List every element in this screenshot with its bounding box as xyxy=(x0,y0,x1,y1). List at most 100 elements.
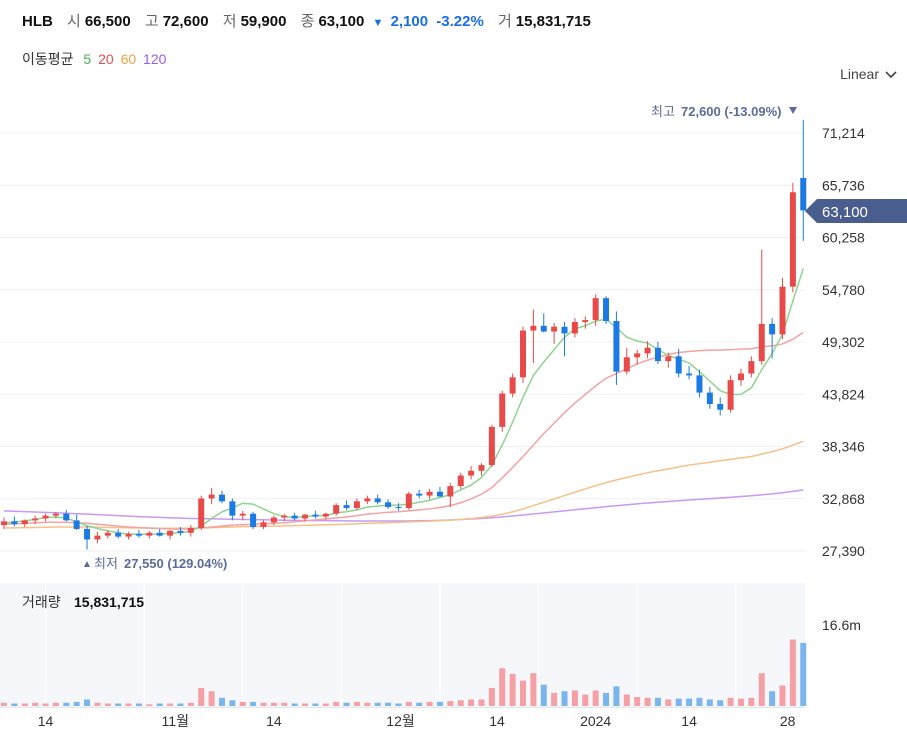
ma-legend-label: 이동평균 xyxy=(22,51,74,67)
ma-60-label[interactable]: 60 xyxy=(120,51,137,67)
candle xyxy=(488,425,495,467)
candle xyxy=(561,321,568,357)
candle-body xyxy=(457,475,464,487)
candle xyxy=(603,296,610,324)
candle-body xyxy=(727,380,734,410)
volume-panel-label: 거래량 xyxy=(22,594,61,610)
ma-5-line xyxy=(3,268,804,535)
volume-bar xyxy=(530,673,537,706)
volume-bar xyxy=(198,687,205,706)
volume-bar xyxy=(312,703,319,706)
low-label: 저 xyxy=(222,13,237,30)
volume-bar xyxy=(167,703,174,706)
candle-body xyxy=(405,493,412,508)
candle xyxy=(364,495,371,505)
x-tick-label: 14 xyxy=(38,713,54,729)
candle-body xyxy=(32,518,39,521)
candle xyxy=(135,529,142,538)
volume-bar xyxy=(665,699,672,706)
ma-5-label[interactable]: 5 xyxy=(83,51,92,67)
candle-body xyxy=(561,326,568,334)
volume-panel-value: 15,831,715 xyxy=(74,594,144,610)
candle-body xyxy=(156,532,163,536)
volume-bar xyxy=(592,690,599,706)
candle-body xyxy=(395,507,402,509)
candle-body xyxy=(789,192,796,287)
volume-bar xyxy=(758,673,765,706)
candle-body xyxy=(281,515,288,518)
volume-bar xyxy=(727,697,734,706)
candle-body xyxy=(592,298,599,321)
candle xyxy=(353,498,360,510)
candle xyxy=(405,491,412,510)
candle-body xyxy=(582,320,589,322)
candle xyxy=(571,318,578,338)
candle xyxy=(156,528,163,537)
ma-120-line xyxy=(3,489,804,522)
open-price: 66,500 xyxy=(84,13,131,30)
close-price: 63,100 xyxy=(318,13,365,30)
candle-body xyxy=(416,493,423,496)
candle xyxy=(717,397,724,416)
candle xyxy=(416,489,423,499)
moving-average-legend: 이동평균 5 20 60 120 xyxy=(22,49,169,69)
volume-bars xyxy=(1,639,807,706)
candle-body xyxy=(623,357,630,372)
candle-body xyxy=(115,532,122,537)
volume-bar xyxy=(603,692,610,706)
candle xyxy=(706,386,713,409)
candle-body xyxy=(509,377,516,394)
candle-body xyxy=(250,513,257,528)
high-label: 고 xyxy=(144,13,159,30)
candle-body xyxy=(696,375,703,393)
candle xyxy=(270,515,277,526)
x-tick-label: 12월 xyxy=(386,713,414,729)
volume-bar xyxy=(644,697,651,706)
volume-bar xyxy=(270,702,277,706)
x-tick-label: 14 xyxy=(489,713,505,729)
candle xyxy=(187,525,194,537)
candle xyxy=(468,466,475,480)
candle xyxy=(789,182,796,293)
candle xyxy=(613,311,620,385)
candle xyxy=(333,503,340,516)
candle-body xyxy=(343,505,350,508)
volume-bar xyxy=(229,700,236,706)
candle xyxy=(686,365,693,380)
candle xyxy=(115,528,122,539)
y-tick-label: 27,390 xyxy=(822,543,865,559)
candle-body xyxy=(218,494,225,502)
candle xyxy=(291,512,298,521)
candle-body xyxy=(717,404,724,410)
candle-body xyxy=(364,498,371,502)
candle-body xyxy=(758,323,765,362)
ma-120-label[interactable]: 120 xyxy=(143,51,167,67)
candle xyxy=(1,517,7,529)
candle-body xyxy=(125,533,132,537)
change-value: 2,100 xyxy=(390,13,429,30)
max-label: 최고 xyxy=(651,104,675,119)
candle-body xyxy=(187,528,194,533)
ma-20-label[interactable]: 20 xyxy=(98,51,114,67)
candle xyxy=(634,349,641,365)
candle xyxy=(654,342,661,364)
volume-bar xyxy=(156,703,163,706)
volume-bar xyxy=(218,697,225,706)
candle-body xyxy=(603,298,610,322)
candle xyxy=(509,373,516,398)
x-tick-label: 2024 xyxy=(580,713,611,729)
volume-bar xyxy=(468,699,475,706)
candle-body xyxy=(385,502,392,508)
candle xyxy=(478,463,485,476)
candle-body xyxy=(800,177,807,211)
candle-body xyxy=(634,353,641,358)
candle xyxy=(125,531,132,540)
scale-toggle-button[interactable]: Linear xyxy=(840,66,897,82)
volume-bar xyxy=(571,690,578,706)
candle xyxy=(322,512,329,520)
candle-body xyxy=(270,517,277,523)
candle-body xyxy=(1,521,7,526)
candle xyxy=(540,313,547,333)
volume-bar xyxy=(405,701,412,706)
